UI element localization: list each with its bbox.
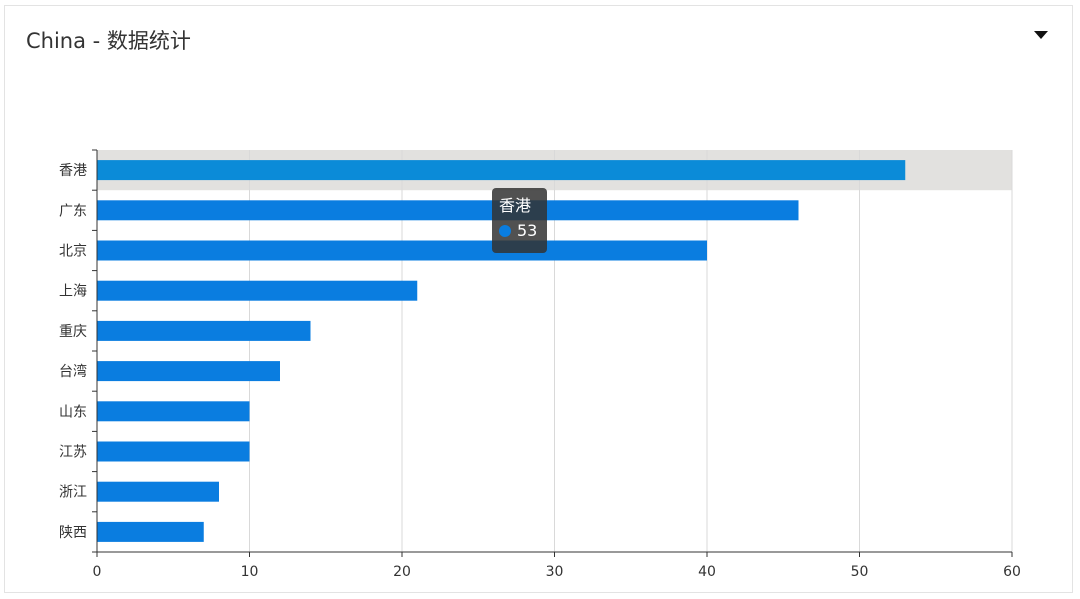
x-tick-label: 60 xyxy=(1003,564,1021,580)
y-tick-label: 江苏 xyxy=(59,445,87,461)
y-tick-label: 上海 xyxy=(59,284,87,300)
tooltip: 香港 53 xyxy=(492,188,547,253)
y-tick-label: 广东 xyxy=(59,203,87,219)
y-tick-label: 陕西 xyxy=(59,525,87,541)
tooltip-series-dot xyxy=(499,225,511,237)
y-tick-label: 重庆 xyxy=(59,324,87,340)
bar xyxy=(97,481,219,502)
axis-layer xyxy=(92,149,1013,557)
bars-layer xyxy=(97,160,906,542)
bar xyxy=(97,521,204,542)
tooltip-value: 53 xyxy=(517,221,538,240)
y-tick-label: 北京 xyxy=(59,244,87,260)
y-tick-label: 台湾 xyxy=(59,363,87,380)
y-tick-label: 香港 xyxy=(59,163,87,179)
x-tick-label: 0 xyxy=(93,564,102,580)
tooltip-row: 53 xyxy=(499,221,541,241)
bar xyxy=(97,441,250,462)
bar xyxy=(97,401,250,422)
bar xyxy=(97,240,707,261)
card-title: China - 数据统计 xyxy=(26,29,191,53)
x-tick-label: 30 xyxy=(546,564,564,580)
x-tick-label: 50 xyxy=(851,564,869,580)
bar xyxy=(97,160,906,181)
x-tick-labels: 0 10 20 30 40 50 60 xyxy=(93,564,1021,580)
x-tick-label: 40 xyxy=(698,564,716,580)
tooltip-title: 香港 xyxy=(499,196,532,215)
y-tick-label: 山东 xyxy=(59,404,87,420)
caret-down-icon[interactable] xyxy=(1032,28,1050,42)
bar xyxy=(97,361,280,382)
bar xyxy=(97,280,418,301)
x-tick-label: 10 xyxy=(241,564,259,580)
bar xyxy=(97,200,799,221)
x-tick-label: 20 xyxy=(393,564,411,580)
bar xyxy=(97,320,311,341)
y-tick-label: 浙江 xyxy=(59,485,87,501)
